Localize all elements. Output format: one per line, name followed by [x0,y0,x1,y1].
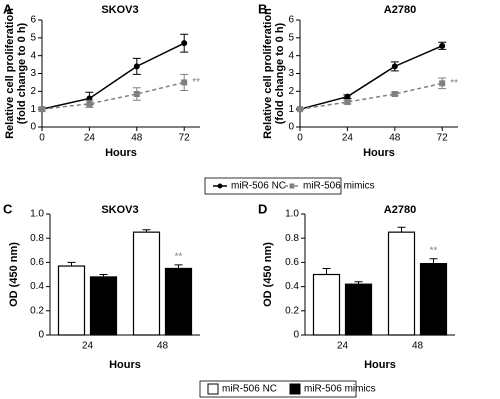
legend-label: miR-506 mimics [304,384,376,395]
panel-label: A [3,1,13,16]
y-axis-label: OD (450 nm) [262,242,274,307]
x-tick-label: 48 [389,133,401,144]
y-tick-label: 0 [30,122,36,133]
x-tick-label: 24 [84,133,96,144]
y-tick-label: 0.2 [30,305,44,316]
y-tick-label: 0.4 [30,281,44,292]
y-tick-label: 6 [288,15,294,26]
y-tick-label: 0.6 [285,257,299,268]
bar [57,265,86,336]
x-tick-label: 48 [131,133,143,144]
legend-swatch [289,383,301,395]
y-tick-label: 1 [30,104,36,115]
legend-label: miR-506 NC [231,181,286,192]
y-tick-label: 3 [30,68,36,79]
x-tick-label: 0 [39,133,45,144]
marker [439,80,446,87]
x-axis-label: Hours [105,147,137,159]
y-tick-label: 1 [288,104,294,115]
y-tick-label: 0 [38,330,44,341]
marker [391,91,398,98]
legend-box [199,380,357,398]
bar [132,231,161,336]
y-tick-label: 0.2 [285,305,299,316]
legend-label: miR-506 mimics [303,181,375,192]
y-tick-label: 0 [288,122,294,133]
y-tick-label: 1.0 [30,209,44,220]
y-tick-label: 4 [288,50,294,61]
y-axis-label: (fold change to 0 h) [274,22,286,124]
panel-label: C [3,201,13,216]
marker [181,79,188,86]
y-tick-label: 5 [288,32,294,43]
legend-marker [217,183,223,189]
y-tick-label: 0 [293,330,299,341]
marker [181,40,188,47]
legend-swatch [207,383,219,395]
legend-box [204,177,342,195]
series-line [41,81,185,110]
bar [419,263,448,336]
x-tick-label: 24 [82,341,94,352]
marker [439,42,446,49]
bar [387,231,416,336]
series-line [299,45,443,110]
y-tick-label: 4 [30,50,36,61]
chart-title: SKOV3 [101,4,138,16]
x-axis-label: Hours [363,147,395,159]
bar [344,283,373,336]
series-line [299,82,443,110]
legend-marker [289,183,295,189]
bar [89,276,118,336]
legend-label: miR-506 NC [222,384,277,395]
chart-title: A2780 [384,204,416,216]
x-tick-label: 48 [157,341,169,352]
annotation: ** [430,245,438,256]
y-tick-label: 5 [30,32,36,43]
x-tick-label: 72 [437,133,449,144]
y-axis-label: Relative cell proliferation [4,8,16,139]
series-line [41,42,185,110]
y-tick-label: 0.8 [285,233,299,244]
marker [39,106,45,113]
annotation: ** [450,78,458,89]
x-axis-label: Hours [364,359,396,371]
chart-title: SKOV3 [101,204,138,216]
x-tick-label: 72 [179,133,191,144]
marker [86,100,93,107]
marker [391,63,398,70]
marker [344,93,351,100]
x-tick-label: 48 [412,341,424,352]
annotation: ** [175,251,183,262]
x-tick-label: 0 [297,133,303,144]
x-axis-label: Hours [109,359,141,371]
y-tick-label: 1.0 [285,209,299,220]
x-tick-label: 24 [342,133,354,144]
y-tick-label: 0.4 [285,281,299,292]
marker [133,91,140,98]
panel-label: D [258,201,267,216]
y-tick-label: 2 [288,86,294,97]
marker [344,99,351,106]
x-tick-label: 24 [337,341,349,352]
marker [133,63,140,70]
marker [297,106,303,113]
y-tick-label: 0.8 [30,233,44,244]
y-tick-label: 3 [288,68,294,79]
panel-label: B [258,1,267,16]
y-axis-label: OD (450 nm) [8,242,20,307]
bar [312,273,341,336]
bar [164,267,193,336]
y-axis-label: Relative cell proliferation [262,8,274,139]
y-tick-label: 2 [30,86,36,97]
annotation: ** [192,77,200,88]
y-tick-label: 6 [30,15,36,26]
y-tick-label: 0.6 [30,257,44,268]
chart-title: A2780 [384,4,416,16]
y-axis-label: (fold change to 0 h) [16,22,28,124]
